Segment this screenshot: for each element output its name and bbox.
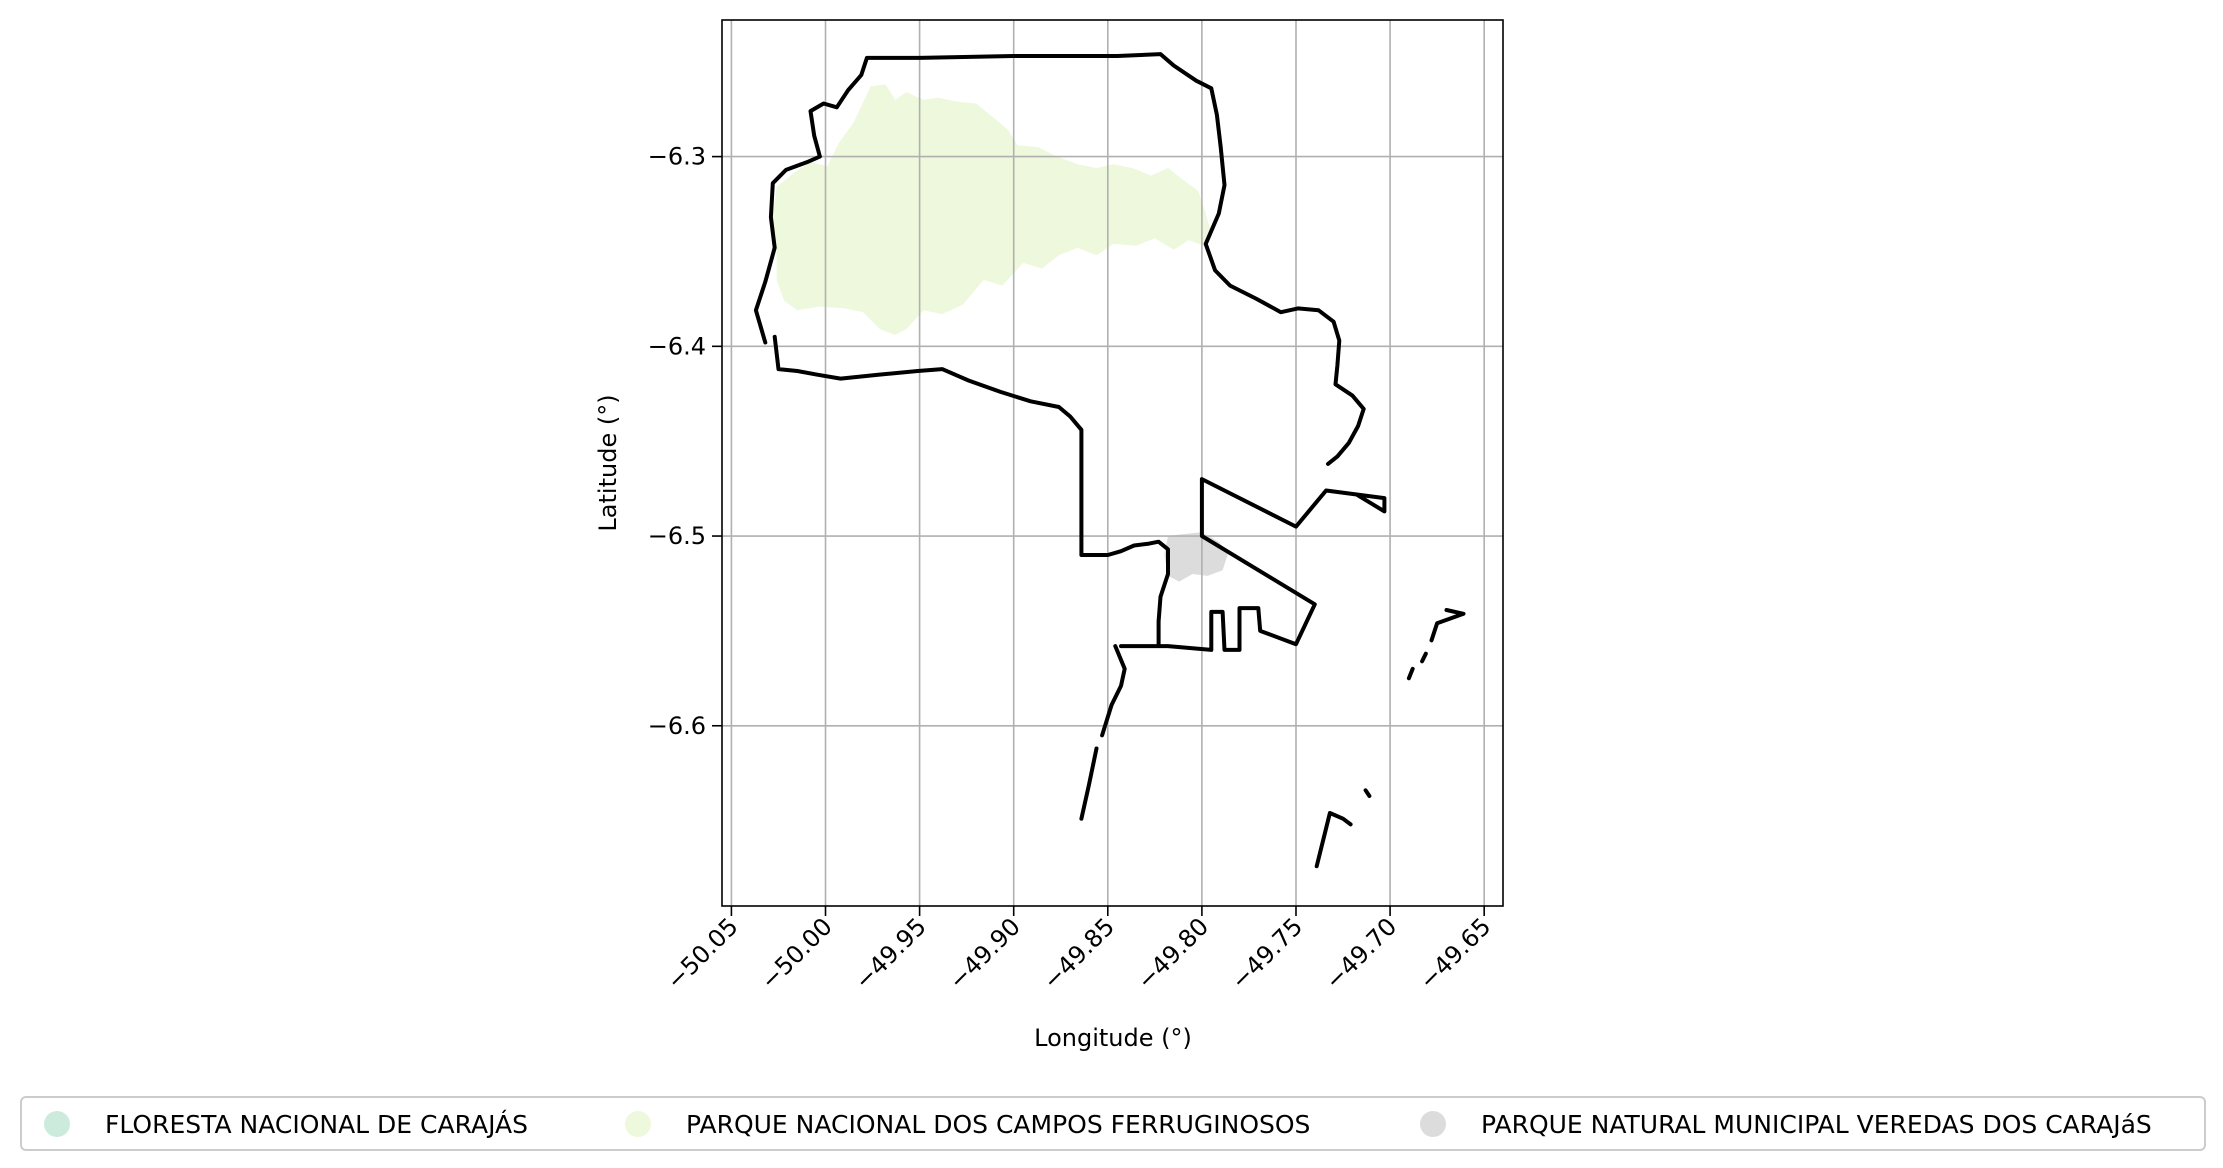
boundary-line-3 bbox=[1079, 746, 1099, 821]
boundary-line-2 bbox=[1100, 644, 1127, 738]
boundary-line-0 bbox=[772, 334, 1387, 652]
legend-frame bbox=[20, 1096, 2206, 1151]
x-tick-label: −49.65 bbox=[1414, 912, 1497, 995]
x-axis-ticks: −50.05 −50.00 −49.95 −49.90 −49.85 −49.80 −49.… bbox=[661, 906, 1496, 995]
legend-entry: FLORESTA NACIONAL DE CARAJÁS bbox=[44, 1110, 528, 1139]
y-axis-label: Latitude (°) bbox=[594, 394, 622, 531]
legend-entry: PARQUE NATURAL MUNICIPAL VEREDAS DOS CAR… bbox=[1420, 1110, 2152, 1139]
y-tick-label: −6.6 bbox=[648, 712, 706, 740]
x-tick-label: −49.95 bbox=[849, 912, 932, 995]
boundary-line-6 bbox=[1429, 608, 1466, 643]
x-tick-label: −50.05 bbox=[661, 912, 744, 995]
x-axis-label: Longitude (°) bbox=[1034, 1024, 1192, 1052]
y-tick-label: −6.4 bbox=[648, 332, 706, 360]
legend-label-parque-municipal: PARQUE NATURAL MUNICIPAL VEREDAS DOS CAR… bbox=[1481, 1110, 2152, 1139]
x-tick-label: −49.80 bbox=[1132, 912, 1215, 995]
boundary-line-5 bbox=[1363, 788, 1372, 798]
area-polygon-0 bbox=[772, 84, 1212, 335]
x-tick-label: −49.70 bbox=[1320, 912, 1403, 995]
boundary-line-1 bbox=[753, 52, 1366, 466]
y-tick-label: −6.5 bbox=[648, 522, 706, 550]
y-axis-ticks: −6.3 −6.4 −6.5 −6.6 bbox=[648, 143, 722, 740]
legend-marker-floresta bbox=[44, 1111, 70, 1137]
boundary-line-8 bbox=[1406, 666, 1415, 681]
plot-area bbox=[721, 19, 1504, 907]
legend-marker-parque-municipal bbox=[1420, 1111, 1446, 1137]
x-tick-label: −49.90 bbox=[943, 912, 1026, 995]
boundary-line-7 bbox=[1420, 651, 1428, 664]
x-tick-label: −49.85 bbox=[1037, 912, 1120, 995]
legend-label-floresta: FLORESTA NACIONAL DE CARAJÁS bbox=[105, 1110, 528, 1139]
plot-frame bbox=[721, 19, 1504, 907]
x-tick-label: −50.00 bbox=[755, 912, 838, 995]
y-tick-label: −6.3 bbox=[648, 143, 706, 171]
boundary-line-4 bbox=[1314, 811, 1353, 869]
x-tick-label: −49.75 bbox=[1226, 912, 1309, 995]
legend-entry: PARQUE NACIONAL DOS CAMPOS FERRUGINOSOS bbox=[625, 1110, 1310, 1139]
legend: FLORESTA NACIONAL DE CARAJÁS PARQUE NACI… bbox=[20, 1096, 2206, 1151]
boundary-lines bbox=[753, 52, 1466, 869]
legend-label-parque-nacional: PARQUE NACIONAL DOS CAMPOS FERRUGINOSOS bbox=[686, 1110, 1310, 1139]
legend-marker-parque-nacional bbox=[625, 1111, 651, 1137]
grid-lines bbox=[722, 20, 1503, 906]
